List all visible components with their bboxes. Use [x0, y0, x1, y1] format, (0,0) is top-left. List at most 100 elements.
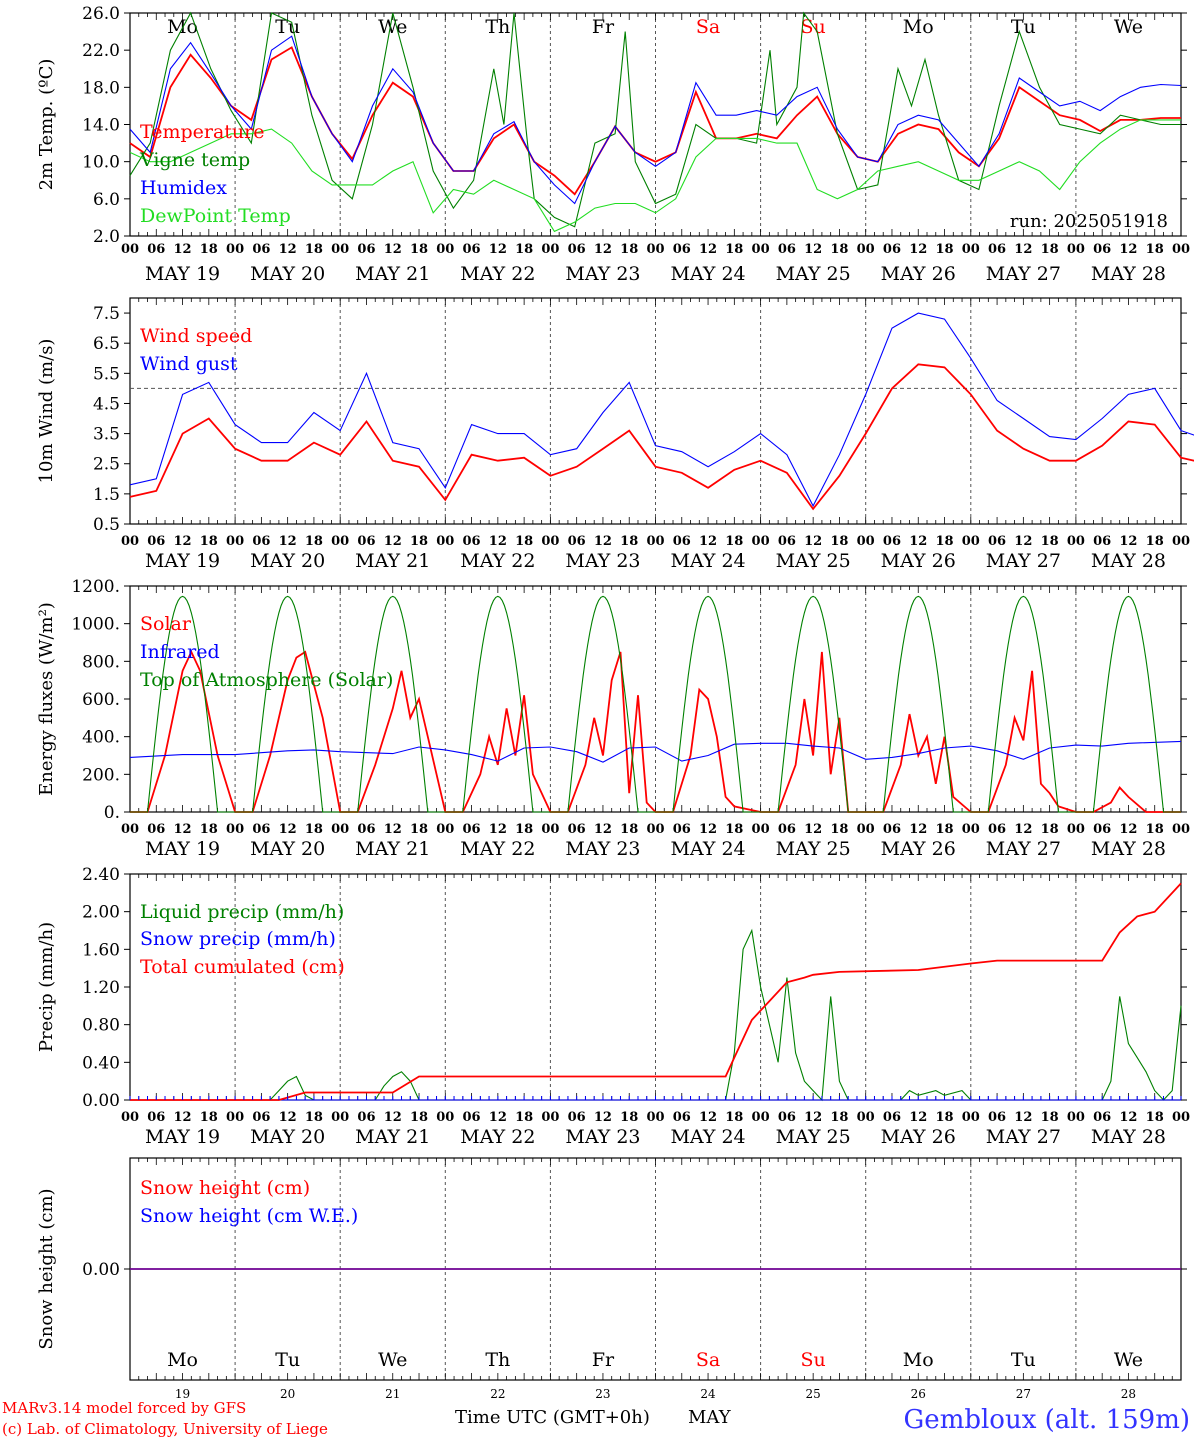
x-hour-label: 12 [594, 242, 612, 257]
x-date-label: MAY 21 [355, 550, 430, 572]
series-line-humidex [129, 35, 1182, 205]
day-number-label: 19 [175, 1387, 190, 1401]
x-hour-label: 12 [909, 822, 927, 837]
x-hour-label: 18 [830, 1110, 848, 1125]
x-date-label: MAY 22 [460, 263, 535, 285]
x-hour-label: 18 [515, 242, 533, 257]
y-axis-label: 10m Wind (m/s) [36, 339, 57, 484]
x-hour-label: 00 [121, 242, 139, 257]
x-hour-label: 18 [305, 534, 323, 549]
x-hour-label: 00 [226, 534, 244, 549]
x-hour-label: 00 [121, 534, 139, 549]
x-hour-label: 12 [1014, 822, 1032, 837]
x-date-label: MAY 19 [145, 263, 220, 285]
day-number-label: 26 [911, 1387, 926, 1401]
panel-5: 0.00 Snow height (cm) Mo Tu We Th Fr Sa Su Mo Tu We… [36, 1157, 1187, 1381]
y-tick-label: 600. [82, 690, 120, 710]
y-tick-label: 0.80 [82, 1016, 120, 1036]
x-hour-label: 18 [830, 822, 848, 837]
x-hour-label: 12 [699, 534, 717, 549]
x-hour-label: 12 [489, 242, 507, 257]
series-line-infrared [129, 740, 1182, 763]
y-tick-label: 4.5 [93, 394, 120, 414]
legend-entry: Snow height (cm) [140, 1177, 310, 1199]
x-hour-label: 18 [935, 534, 953, 549]
day-number-label: 27 [1016, 1387, 1031, 1401]
day-name-label: Tu [275, 1349, 300, 1371]
y-tick-label: 18.0 [82, 78, 120, 98]
x-hour-label: 12 [699, 822, 717, 837]
x-hour-label: 06 [568, 534, 586, 549]
x-hour-label: 06 [778, 242, 796, 257]
day-name-label: Mo [167, 1349, 198, 1371]
y-tick-label: 1200. [71, 577, 120, 597]
x-hour-label: 06 [463, 534, 481, 549]
panel-4: 2.40 2.00 1.60 1.20 0.80 0.40 0.00 Precip (mm/h… [36, 865, 1190, 1148]
x-hour-label: 00 [752, 534, 770, 549]
x-date-label: MAY 25 [776, 550, 851, 572]
x-date-label: MAY 21 [355, 263, 430, 285]
x-hour-label: 06 [988, 822, 1006, 837]
x-hour-label: 00 [1067, 242, 1085, 257]
x-hour-label: 00 [962, 1110, 980, 1125]
x-hour-label: 12 [804, 1110, 822, 1125]
x-hour-label: 06 [357, 242, 375, 257]
x-hour-label: 00 [857, 1110, 875, 1125]
x-hour-label: 18 [935, 822, 953, 837]
x-hour-label: 06 [988, 1110, 1006, 1125]
run-annotation: run: 2025051918 [1010, 211, 1168, 232]
legend-entry: Humidex [140, 177, 227, 199]
station-name: Gembloux (alt. 159m) [904, 1405, 1190, 1435]
x-hour-label: 12 [1119, 822, 1137, 837]
x-date-label: MAY 26 [881, 263, 956, 285]
x-hour-label: 18 [200, 534, 218, 549]
x-date-label: MAY 24 [670, 550, 745, 572]
credit-line-2: (c) Lab. of Climatology, University of L… [2, 1420, 328, 1438]
y-tick-label: 10.0 [82, 153, 120, 173]
x-date-label: MAY 22 [460, 550, 535, 572]
y-axis-label: Snow height (cm) [36, 1188, 57, 1349]
x-date-label: MAY 24 [670, 263, 745, 285]
x-hour-label: 00 [541, 1110, 559, 1125]
x-hour-label: 18 [200, 822, 218, 837]
x-hour-label: 18 [1146, 1110, 1164, 1125]
y-axis-label: 2m Temp. (ºC) [36, 59, 57, 191]
x-hour-label: 18 [305, 242, 323, 257]
panel-1: 26.0 22.0 18.0 14.0 10.0 6.0 2.0 2m Temp. (ºC) 0… [36, 4, 1190, 285]
x-hour-label: 06 [463, 242, 481, 257]
x-hour-label: 00 [1172, 1110, 1190, 1125]
x-hour-label: 00 [962, 534, 980, 549]
x-date-label: MAY 22 [460, 1126, 535, 1148]
x-hour-label: 06 [778, 534, 796, 549]
credit-line-1: MARv3.14 model forced by GFS [2, 1399, 246, 1417]
series-line-wind-speed [129, 363, 1194, 511]
x-date-label: MAY 27 [986, 263, 1061, 285]
x-date-label: MAY 27 [986, 1126, 1061, 1148]
y-tick-label: 0.40 [82, 1053, 120, 1073]
x-hour-label: 18 [410, 822, 428, 837]
y-tick-label: 14.0 [82, 116, 120, 136]
x-date-label: MAY 25 [776, 1126, 851, 1148]
series-line-temperature [129, 46, 1181, 196]
x-hour-label: 12 [1119, 1110, 1137, 1125]
x-date-label: MAY 26 [881, 550, 956, 572]
x-hour-label: 00 [857, 822, 875, 837]
x-hour-label: 06 [463, 1110, 481, 1125]
x-hour-label: 18 [620, 534, 638, 549]
x-date-label: MAY 20 [250, 1126, 325, 1148]
x-date-label: MAY 28 [1091, 550, 1166, 572]
x-date-label: MAY 22 [460, 838, 535, 860]
x-hour-label: 12 [594, 1110, 612, 1125]
x-hour-label: 12 [174, 822, 192, 837]
day-name-label: Mo [903, 1349, 934, 1371]
x-hour-label: 18 [515, 822, 533, 837]
day-name-label: Th [485, 1349, 510, 1371]
y-tick-label: 5.5 [93, 364, 120, 384]
x-hour-label: 18 [725, 534, 743, 549]
y-tick-label: 2.00 [82, 903, 120, 923]
x-date-label: MAY 28 [1091, 1126, 1166, 1148]
day-name-label: Tu [1011, 1349, 1036, 1371]
legend-entry: Total cumulated (cm) [140, 956, 345, 978]
day-number-label: 23 [595, 1387, 610, 1401]
x-hour-label: 06 [988, 534, 1006, 549]
